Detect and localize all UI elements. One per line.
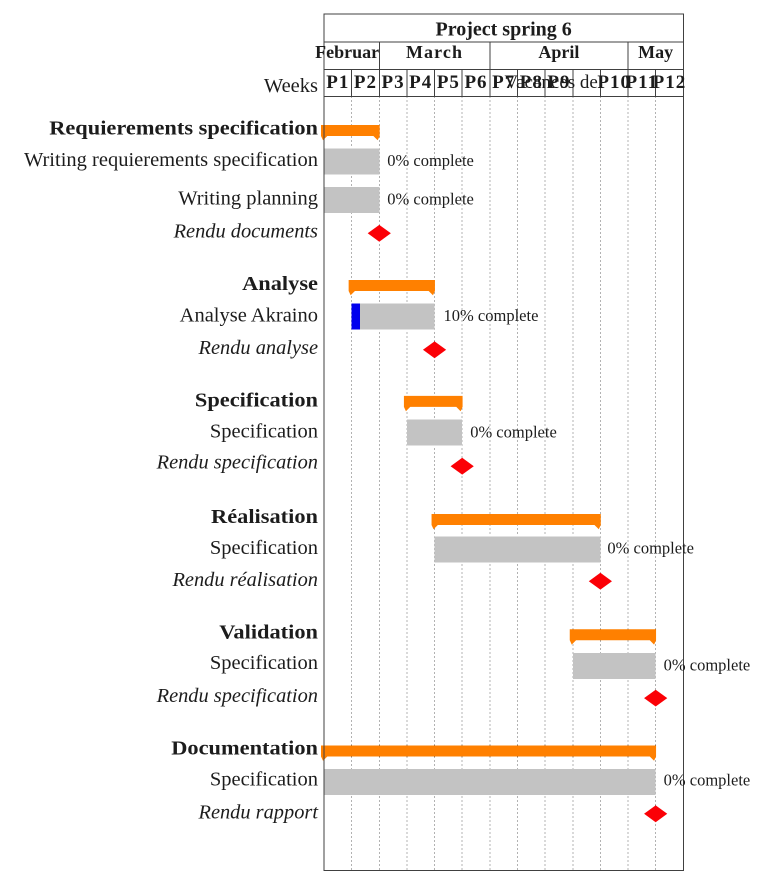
svg-text:Specification: Specification bbox=[210, 769, 318, 791]
svg-text:0% complete: 0% complete bbox=[607, 539, 694, 558]
svg-text:Rendu analyse: Rendu analyse bbox=[198, 337, 318, 359]
svg-text:Writing planning: Writing planning bbox=[178, 188, 318, 210]
svg-text:P9: P9 bbox=[547, 72, 570, 93]
svg-text:Rendu specification: Rendu specification bbox=[156, 452, 318, 474]
svg-text:0% complete: 0% complete bbox=[387, 151, 474, 170]
svg-text:P8: P8 bbox=[520, 72, 543, 93]
svg-text:April: April bbox=[538, 42, 579, 62]
svg-text:10% complete: 10% complete bbox=[444, 306, 539, 325]
svg-text:Rendu rapport: Rendu rapport bbox=[197, 802, 319, 824]
svg-text:P5: P5 bbox=[437, 72, 460, 93]
svg-text:P3: P3 bbox=[382, 72, 405, 93]
svg-text:Documentation: Documentation bbox=[171, 736, 318, 759]
svg-text:P6: P6 bbox=[464, 72, 487, 93]
svg-text:Specification: Specification bbox=[210, 652, 318, 674]
svg-text:Specification: Specification bbox=[210, 537, 318, 559]
svg-text:Analyse Akraino: Analyse Akraino bbox=[180, 305, 318, 327]
svg-text:Validation: Validation bbox=[219, 621, 318, 644]
svg-text:Réalisation: Réalisation bbox=[211, 505, 318, 528]
svg-text:Requierements specification: Requierements specification bbox=[49, 117, 318, 140]
svg-text:Rendu specification: Rendu specification bbox=[156, 685, 318, 707]
svg-text:0% complete: 0% complete bbox=[664, 771, 751, 790]
svg-text:P1: P1 bbox=[326, 72, 349, 93]
svg-text:P7: P7 bbox=[492, 72, 515, 93]
svg-text:0% complete: 0% complete bbox=[470, 423, 557, 442]
svg-text:Analyse: Analyse bbox=[242, 272, 318, 295]
svg-text:Project spring 6: Project spring 6 bbox=[436, 18, 572, 40]
svg-text:Specification: Specification bbox=[195, 389, 318, 412]
svg-text:Rendu réalisation: Rendu réalisation bbox=[171, 569, 318, 591]
svg-text:P11: P11 bbox=[626, 72, 659, 93]
svg-text:Writing requierements specific: Writing requierements specification bbox=[24, 149, 318, 171]
svg-text:P12: P12 bbox=[653, 72, 687, 93]
svg-text:March: March bbox=[406, 42, 463, 62]
svg-text:Specification: Specification bbox=[210, 421, 318, 443]
svg-text:February: February bbox=[315, 42, 388, 62]
svg-text:0% complete: 0% complete bbox=[664, 656, 751, 675]
svg-text:0% complete: 0% complete bbox=[387, 190, 474, 209]
svg-text:P4: P4 bbox=[409, 72, 432, 93]
svg-text:P2: P2 bbox=[354, 72, 377, 93]
svg-text:May: May bbox=[638, 42, 673, 62]
svg-text:Weeks: Weeks bbox=[264, 75, 318, 97]
svg-text:P10: P10 bbox=[597, 72, 631, 93]
svg-text:Rendu documents: Rendu documents bbox=[173, 221, 318, 243]
